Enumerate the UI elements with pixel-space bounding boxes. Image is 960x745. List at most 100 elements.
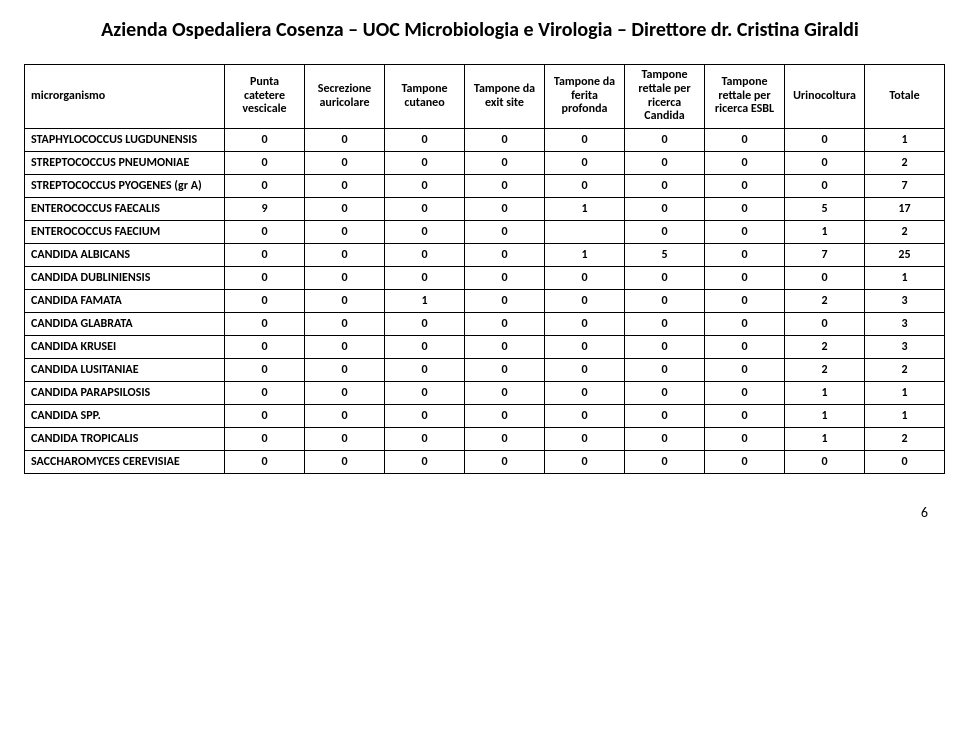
cell-value: 0 [625,336,705,359]
row-label: STAPHYLOCOCCUS LUGDUNENSIS [25,129,225,152]
cell-value: 0 [305,428,385,451]
col-header: Secrezione auricolare [305,65,385,129]
row-label: CANDIDA PARAPSILOSIS [25,382,225,405]
cell-value: 0 [225,267,305,290]
cell-value: 0 [705,290,785,313]
cell-value: 0 [305,221,385,244]
cell-value: 1 [785,405,865,428]
cell-value: 0 [705,428,785,451]
cell-value: 3 [865,313,945,336]
table-row: CANDIDA SPP.000000011 [25,405,945,428]
cell-value: 0 [465,175,545,198]
cell-value: 0 [705,244,785,267]
cell-value: 0 [465,382,545,405]
cell-value: 1 [785,428,865,451]
table-row: ENTEROCOCCUS FAECIUM00000012 [25,221,945,244]
cell-value: 0 [225,175,305,198]
cell-value: 0 [705,359,785,382]
cell-value: 0 [465,152,545,175]
cell-value: 0 [465,244,545,267]
cell-value: 0 [225,244,305,267]
cell-value: 0 [785,129,865,152]
cell-value: 0 [225,451,305,474]
cell-value: 0 [305,336,385,359]
table-row: CANDIDA TROPICALIS000000012 [25,428,945,451]
col-header: Totale [865,65,945,129]
cell-value: 0 [225,382,305,405]
cell-value: 0 [225,428,305,451]
cell-value: 0 [305,382,385,405]
cell-value: 0 [545,175,625,198]
cell-value: 0 [465,405,545,428]
cell-value: 0 [625,129,705,152]
cell-value: 0 [305,451,385,474]
cell-value: 3 [865,336,945,359]
col-header: Tampone rettale per ricerca Candida [625,65,705,129]
cell-value: 0 [385,152,465,175]
data-table: microrganismo Punta catetere vescicale S… [24,64,945,474]
cell-value: 0 [545,313,625,336]
cell-value: 0 [385,428,465,451]
table-row: CANDIDA FAMATA001000023 [25,290,945,313]
cell-value: 0 [625,175,705,198]
cell-value: 5 [785,198,865,221]
row-label: CANDIDA SPP. [25,405,225,428]
col-header: Tampone da exit site [465,65,545,129]
cell-value: 0 [785,152,865,175]
row-label: CANDIDA KRUSEI [25,336,225,359]
cell-value: 0 [385,451,465,474]
cell-value: 1 [865,267,945,290]
row-label: ENTEROCOCCUS FAECALIS [25,198,225,221]
row-label: SACCHAROMYCES CEREVISIAE [25,451,225,474]
cell-value: 2 [865,428,945,451]
cell-value: 0 [545,290,625,313]
cell-value: 0 [625,267,705,290]
cell-value: 0 [625,428,705,451]
cell-value: 0 [465,198,545,221]
row-label: CANDIDA FAMATA [25,290,225,313]
cell-value: 0 [225,290,305,313]
col-header: microrganismo [25,65,225,129]
cell-value: 0 [545,267,625,290]
cell-value: 2 [785,290,865,313]
cell-value: 0 [465,267,545,290]
cell-value: 0 [625,405,705,428]
cell-value: 0 [785,451,865,474]
cell-value: 0 [305,198,385,221]
page-title: Azienda Ospedaliera Cosenza – UOC Microb… [24,18,936,42]
cell-value: 0 [625,451,705,474]
cell-value: 0 [465,313,545,336]
cell-value: 0 [705,175,785,198]
table-row: ENTEROCOCCUS FAECALIS9000100517 [25,198,945,221]
table-row: CANDIDA PARAPSILOSIS000000011 [25,382,945,405]
col-header: Urinocoltura [785,65,865,129]
cell-value: 0 [545,382,625,405]
table-row: STAPHYLOCOCCUS LUGDUNENSIS000000001 [25,129,945,152]
cell-value: 0 [625,152,705,175]
cell-value: 0 [705,336,785,359]
table-row: SACCHAROMYCES CEREVISIAE000000000 [25,451,945,474]
cell-value: 0 [305,290,385,313]
cell-value: 0 [785,175,865,198]
cell-value: 0 [705,152,785,175]
table-row: CANDIDA KRUSEI000000023 [25,336,945,359]
cell-value: 0 [785,267,865,290]
cell-value: 0 [385,382,465,405]
cell-value: 0 [705,129,785,152]
cell-value: 0 [625,221,705,244]
table-row: CANDIDA DUBLINIENSIS000000001 [25,267,945,290]
row-label: CANDIDA LUSITANIAE [25,359,225,382]
cell-value: 0 [465,451,545,474]
cell-value: 0 [465,290,545,313]
cell-value: 0 [625,290,705,313]
cell-value: 0 [465,359,545,382]
cell-value: 0 [225,129,305,152]
col-header: Tampone da ferita profonda [545,65,625,129]
cell-value: 0 [625,198,705,221]
col-header: Tampone rettale per ricerca ESBL [705,65,785,129]
table-row: CANDIDA LUSITANIAE000000022 [25,359,945,382]
cell-value: 0 [465,428,545,451]
cell-value: 0 [785,313,865,336]
cell-value: 7 [785,244,865,267]
cell-value: 25 [865,244,945,267]
